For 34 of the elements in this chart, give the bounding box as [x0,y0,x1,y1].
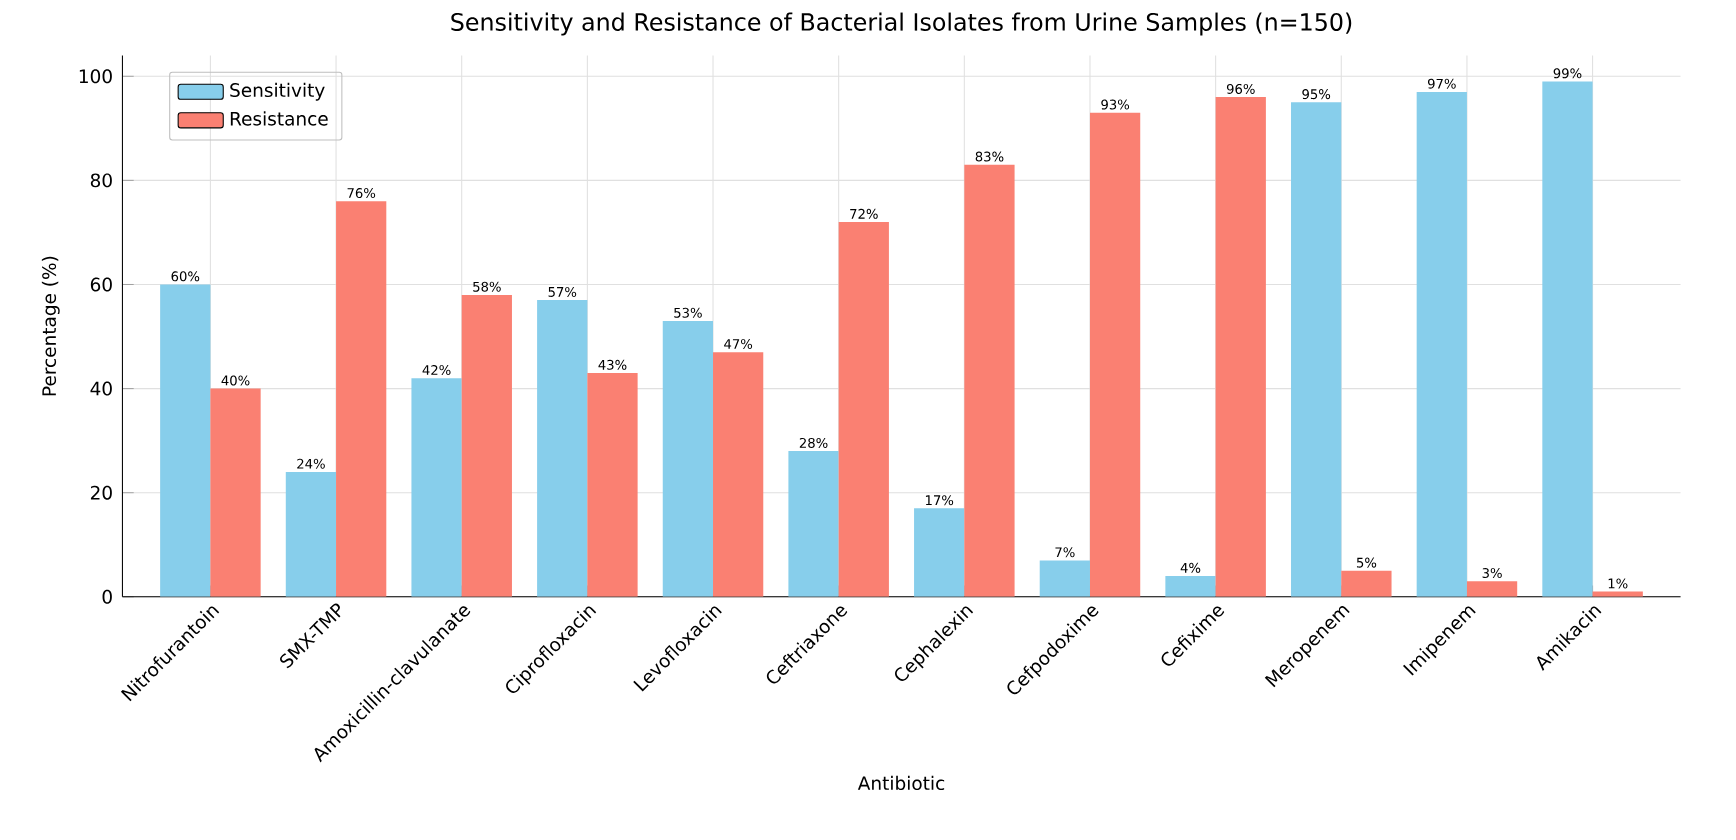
x-axis-title: Antibiotic [857,775,945,791]
bar [285,471,337,597]
y-tick-label: 0 [102,589,112,604]
bar [1215,97,1266,597]
y-tick-label: 40 [90,381,112,396]
bar [587,373,638,597]
bar [1466,581,1518,597]
chart-title: Sensitivity and Resistance of Bacterial Isolates from Urine Samples (n=150) [451,12,1352,36]
bar [838,222,889,597]
bar [336,201,387,597]
bar [461,295,512,597]
y-tick-label: 60 [90,277,112,292]
bar [1165,576,1216,597]
bar [1291,102,1342,597]
bar [662,321,714,597]
bar [1542,81,1593,597]
bar [788,451,839,597]
y-tick-label: 20 [90,485,112,500]
y-tick-label: 100 [79,69,112,84]
bar [1416,91,1467,597]
bar [964,164,1015,597]
legend-label: Sensitivity [230,82,325,101]
bar [1341,570,1392,597]
bar [1089,112,1141,597]
bar [537,300,588,597]
legend-label: Resistance [230,111,328,126]
bar [160,284,211,597]
bar [1039,560,1090,597]
bar [914,508,965,597]
bar [210,388,261,597]
y-axis-title: Percentage (%) [41,256,60,396]
bar [411,378,462,597]
bar [713,352,764,597]
y-tick-label: 80 [90,173,112,188]
